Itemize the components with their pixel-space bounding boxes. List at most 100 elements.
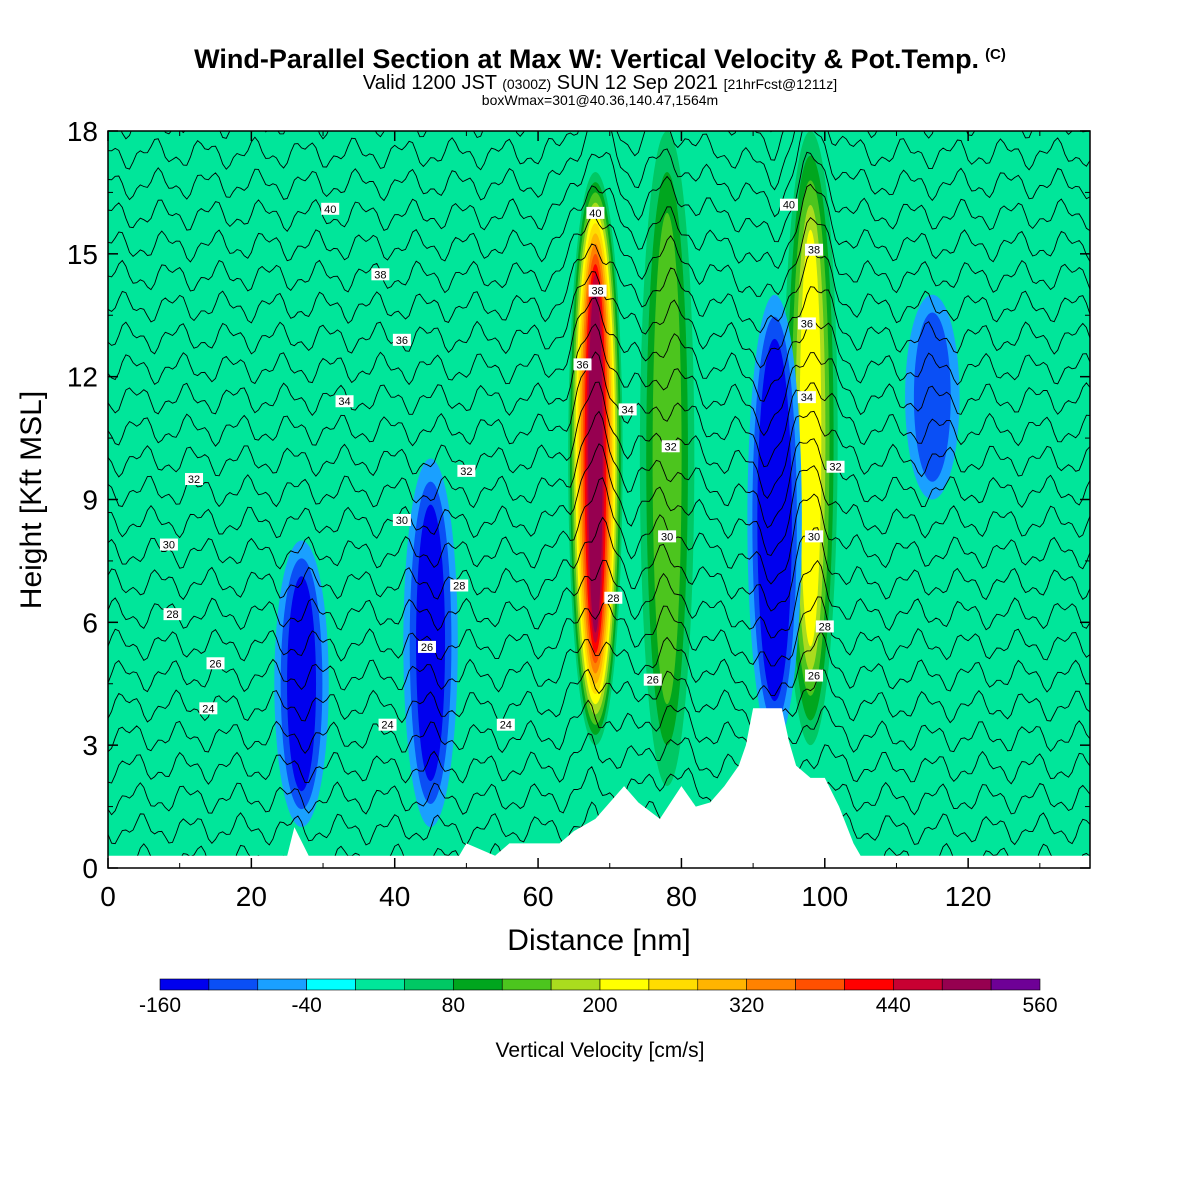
valid-utc: (0300Z) [502,76,552,92]
colorbar-swatch [697,978,747,991]
contour-label: 26 [421,642,433,654]
contour-label: 36 [576,359,588,371]
contour-label-box [797,391,816,404]
velocity-band [274,540,329,828]
x-tick-label: 80 [666,881,697,912]
velocity-level [588,284,603,633]
forecast-info: [21hrFcst@1211z] [723,76,838,92]
contour-label: 40 [589,208,601,220]
contour-label-box [779,198,798,211]
colorbar-swatch [306,978,356,991]
contour-label-box [457,464,476,477]
theta-contour [108,443,1090,557]
y-tick-label: 15 [67,239,98,270]
colorbar-swatch [893,978,943,991]
contour-label: 38 [808,245,820,257]
contour-label: 34 [801,392,813,404]
contour-label: 38 [591,286,603,298]
terrain-profile [108,708,1090,868]
theta-contour [108,131,1090,218]
theta-contour [108,0,1090,34]
colorbar: -160 -40 80 200 320 440 560 [139,978,1058,1017]
contour-label: 40 [324,204,336,216]
colorbar-swatch [159,978,210,991]
contour-label-box [658,530,677,543]
contour-label: 24 [202,703,214,715]
theta-contours [108,0,1090,868]
contour-label-box [826,460,845,473]
contour-label-box [588,284,607,297]
colorbar-swatch [599,978,650,991]
theta-contour [108,0,1090,100]
colorbar-swatch [355,978,405,991]
contour-label-box [392,333,411,346]
theta-contour [108,215,1090,297]
theta-contour [108,596,1090,667]
x-tick-label: 40 [379,881,410,912]
velocity-level [652,212,682,705]
contour-label-box [199,702,218,715]
contour-label-box [159,538,178,551]
y-axis-title: Height [Kft MSL] [15,391,48,609]
colorbar-label: 320 [729,994,764,1017]
colorbar-title: Vertical Velocity [cm/s] [496,1039,705,1062]
contour-label: 24 [500,720,512,732]
theta-contour [108,732,1090,800]
contour-label-box [185,473,204,486]
x-tick-label: 60 [522,881,553,912]
velocity-band [747,294,802,746]
y-tick-label: 9 [82,485,98,516]
theta-contour [108,668,1090,734]
colorbar-swatch [257,978,307,991]
contour-label: 32 [665,441,677,453]
contour-label: 34 [338,396,350,408]
contour-label: 36 [396,335,408,347]
y-tick-label: 3 [82,730,98,761]
contour-label-box [573,358,592,371]
contour-label-box [335,395,354,408]
velocity-band [639,131,695,787]
contour-label: 40 [783,200,795,212]
colorbar-swatch [795,978,845,991]
contour-label: 32 [460,466,472,478]
velocity-level [287,576,317,792]
terrain [108,708,1090,868]
contour-label: 34 [622,404,634,416]
box-info: boxWmax=301@40.36,140.47,1564m [481,92,719,108]
y-tick-label: 18 [67,116,98,147]
colorbar-swatch [941,978,992,991]
contour-label-box [815,620,834,633]
x-tick-label: 20 [236,881,267,912]
contour-label: 30 [808,531,820,543]
colorbar-swatch [990,978,1041,991]
colorbar-swatch [453,978,503,991]
colorbar-swatch [501,978,552,991]
theta-contour [108,477,1090,585]
colorbar-label: 80 [442,994,465,1017]
y-tick-label: 12 [67,362,98,393]
contour-label-box [805,530,824,543]
valid-date: SUN 12 Sep 2021 [556,72,719,94]
contour-label-box [450,579,469,592]
velocity-band [568,171,623,746]
contour-label-box [805,243,824,256]
theta-contour [108,183,1090,270]
theta-contour [108,699,1090,768]
contour-label: 38 [374,269,386,281]
contour-label-box [797,317,816,330]
contour-label-box [417,640,436,653]
chart-title: Wind-Parallel Section at Max W: Vertical… [0,44,1200,75]
theta-contour [108,131,1090,191]
theta-contour [108,151,1090,243]
colorbar-label: 200 [582,994,617,1017]
contour-label-box [604,591,623,604]
theta-contour [108,630,1090,701]
y-tick-label: 0 [82,853,98,884]
theta-contour [108,323,1090,437]
x-axis-title: Distance [nm] [507,924,690,957]
contour-label: 28 [819,621,831,633]
contour-label-box [163,608,182,621]
colorbar-swatch [844,978,894,991]
